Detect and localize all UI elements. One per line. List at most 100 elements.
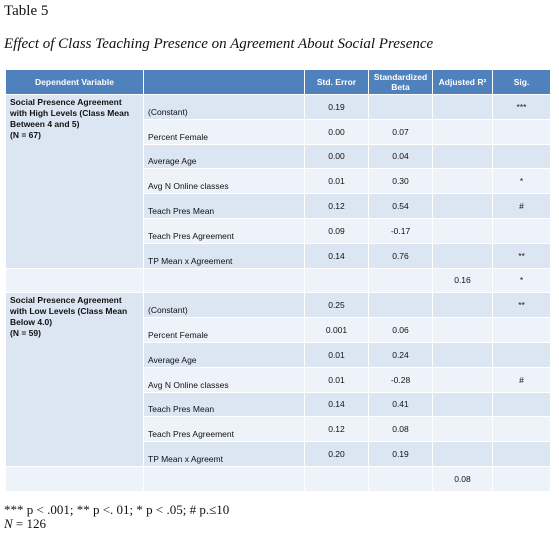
table-row: Percent Female 0.00 0.07 (6, 118, 551, 145)
predictor-cell: TP Mean x Agreemt (143, 441, 305, 467)
adj-r2-cell (432, 391, 493, 418)
beta-cell: 0.06 (368, 317, 433, 343)
table-title: Effect of Class Teaching Presence on Agr… (4, 36, 434, 52)
adj-r2-cell (432, 341, 493, 368)
predictor-cell: Percent Female (143, 118, 305, 145)
predictor-cell: Average Age (143, 143, 305, 170)
sig-cell: ** (492, 242, 551, 269)
table-row: Teach Pres Mean 0.14 0.41 (6, 391, 551, 418)
summary-blank-cell (368, 465, 433, 492)
beta-cell: 0.08 (368, 416, 433, 443)
beta-cell: 0.54 (368, 193, 433, 219)
table-row: Average Age 0.01 0.24 (6, 341, 551, 368)
col-header-adj-r2: Adjusted R² (432, 69, 493, 95)
beta-cell: 0.30 (368, 168, 433, 195)
predictor-cell: TP Mean x Agreement (143, 242, 305, 269)
beta-cell: 0.04 (368, 143, 433, 170)
adj-r2-cell (432, 441, 493, 467)
predictor-cell: Teach Pres Agreement (143, 416, 305, 443)
beta-cell: 0.07 (368, 118, 433, 145)
std-error-cell: 0.00 (304, 143, 369, 170)
predictor-cell: Average Age (143, 341, 305, 368)
beta-cell: 0.41 (368, 391, 433, 418)
std-error-cell: 0.01 (304, 168, 369, 195)
col-header-beta: Standardized Beta (368, 69, 433, 95)
summary-blank-cell (5, 267, 144, 294)
std-error-cell: 0.25 (304, 292, 369, 319)
table-number: Table 5 (4, 3, 49, 19)
std-error-cell: 0.20 (304, 441, 369, 467)
col-header-predictor (143, 69, 305, 95)
sig-cell (492, 416, 551, 443)
adj-r2-cell (432, 242, 493, 269)
predictor-cell: (Constant) (143, 292, 305, 319)
table-row: Teach Pres Mean 0.12 0.54 # (6, 193, 551, 219)
summary-blank-cell (304, 267, 369, 294)
adj-r2-cell (432, 94, 493, 120)
beta-cell: -0.28 (368, 366, 433, 393)
sig-cell: # (492, 366, 551, 393)
beta-cell: -0.17 (368, 217, 433, 244)
std-error-cell: 0.12 (304, 416, 369, 443)
n-value: = 126 (12, 516, 47, 531)
model-sig-value: * (492, 267, 551, 294)
adj-r2-cell (432, 416, 493, 443)
std-error-cell: 0.001 (304, 317, 369, 343)
std-error-cell: 0.01 (304, 341, 369, 368)
group-n: (N = 67) (10, 130, 41, 140)
adj-r2-cell (432, 366, 493, 393)
table-row: TP Mean x Agreement 0.14 0.76 ** (6, 242, 551, 269)
sig-cell (492, 317, 551, 343)
model-summary-row: 0.16 * (5, 267, 551, 294)
adj-r2-cell (432, 193, 493, 219)
predictor-cell: Teach Pres Mean (143, 193, 305, 219)
table-row: Social Presence Agreement with High Leve… (5, 94, 551, 269)
std-error-cell: 0.00 (304, 118, 369, 145)
predictor-cell: Teach Pres Agreement (143, 217, 305, 244)
beta-cell: 0.19 (368, 441, 433, 467)
group-name: Social Presence Agreement with High Leve… (10, 97, 130, 129)
model-sig-value (492, 465, 551, 492)
beta-cell (368, 292, 433, 319)
table-row: Avg N Online classes 0.01 0.30 * (6, 168, 551, 195)
sig-cell (492, 391, 551, 418)
std-error-cell: 0.14 (304, 242, 369, 269)
table-row: Average Age 0.00 0.04 (6, 143, 551, 170)
sig-cell: # (492, 193, 551, 219)
predictor-cell: Teach Pres Mean (143, 391, 305, 418)
sig-cell: * (492, 168, 551, 195)
table-row: Percent Female 0.001 0.06 (6, 317, 551, 343)
significance-note: *** p < .001; ** p <. 01; * p < .05; # p… (4, 502, 230, 517)
summary-blank-cell (143, 267, 305, 294)
summary-blank-cell (5, 465, 144, 492)
adj-r2-cell (432, 168, 493, 195)
group-label: Social Presence Agreement with Low Level… (5, 292, 144, 467)
table-row: Teach Pres Agreement 0.09 -0.17 (6, 217, 551, 244)
summary-blank-cell (368, 267, 433, 294)
sig-cell (492, 118, 551, 145)
n-symbol: N (4, 516, 13, 531)
sig-cell: ** (492, 292, 551, 319)
table-notes: *** p < .001; ** p <. 01; * p < .05; # p… (4, 503, 229, 531)
adj-r2-cell (432, 118, 493, 145)
adj-r2-cell (432, 292, 493, 319)
adj-r2-cell (432, 317, 493, 343)
adj-r2-value: 0.16 (432, 267, 493, 294)
sig-cell (492, 217, 551, 244)
table-row: Social Presence Agreement with Low Level… (5, 292, 551, 467)
adj-r2-cell (432, 143, 493, 170)
group-n: (N = 59) (10, 328, 41, 339)
sample-size-note: N = 126 (4, 517, 229, 531)
sig-cell (492, 341, 551, 368)
std-error-cell: 0.01 (304, 366, 369, 393)
table-header-row: Dependent Variable Std. Error Standardiz… (5, 69, 551, 95)
model-summary-row: 0.08 (5, 465, 551, 492)
sig-cell: *** (492, 94, 551, 120)
std-error-cell: 0.19 (304, 94, 369, 120)
sig-cell (492, 143, 551, 170)
beta-cell (368, 94, 433, 120)
beta-cell: 0.76 (368, 242, 433, 269)
table-row: Avg N Online classes 0.01 -0.28 # (6, 366, 551, 393)
col-header-dependent: Dependent Variable (5, 69, 144, 95)
predictor-cell: (Constant) (143, 94, 305, 120)
